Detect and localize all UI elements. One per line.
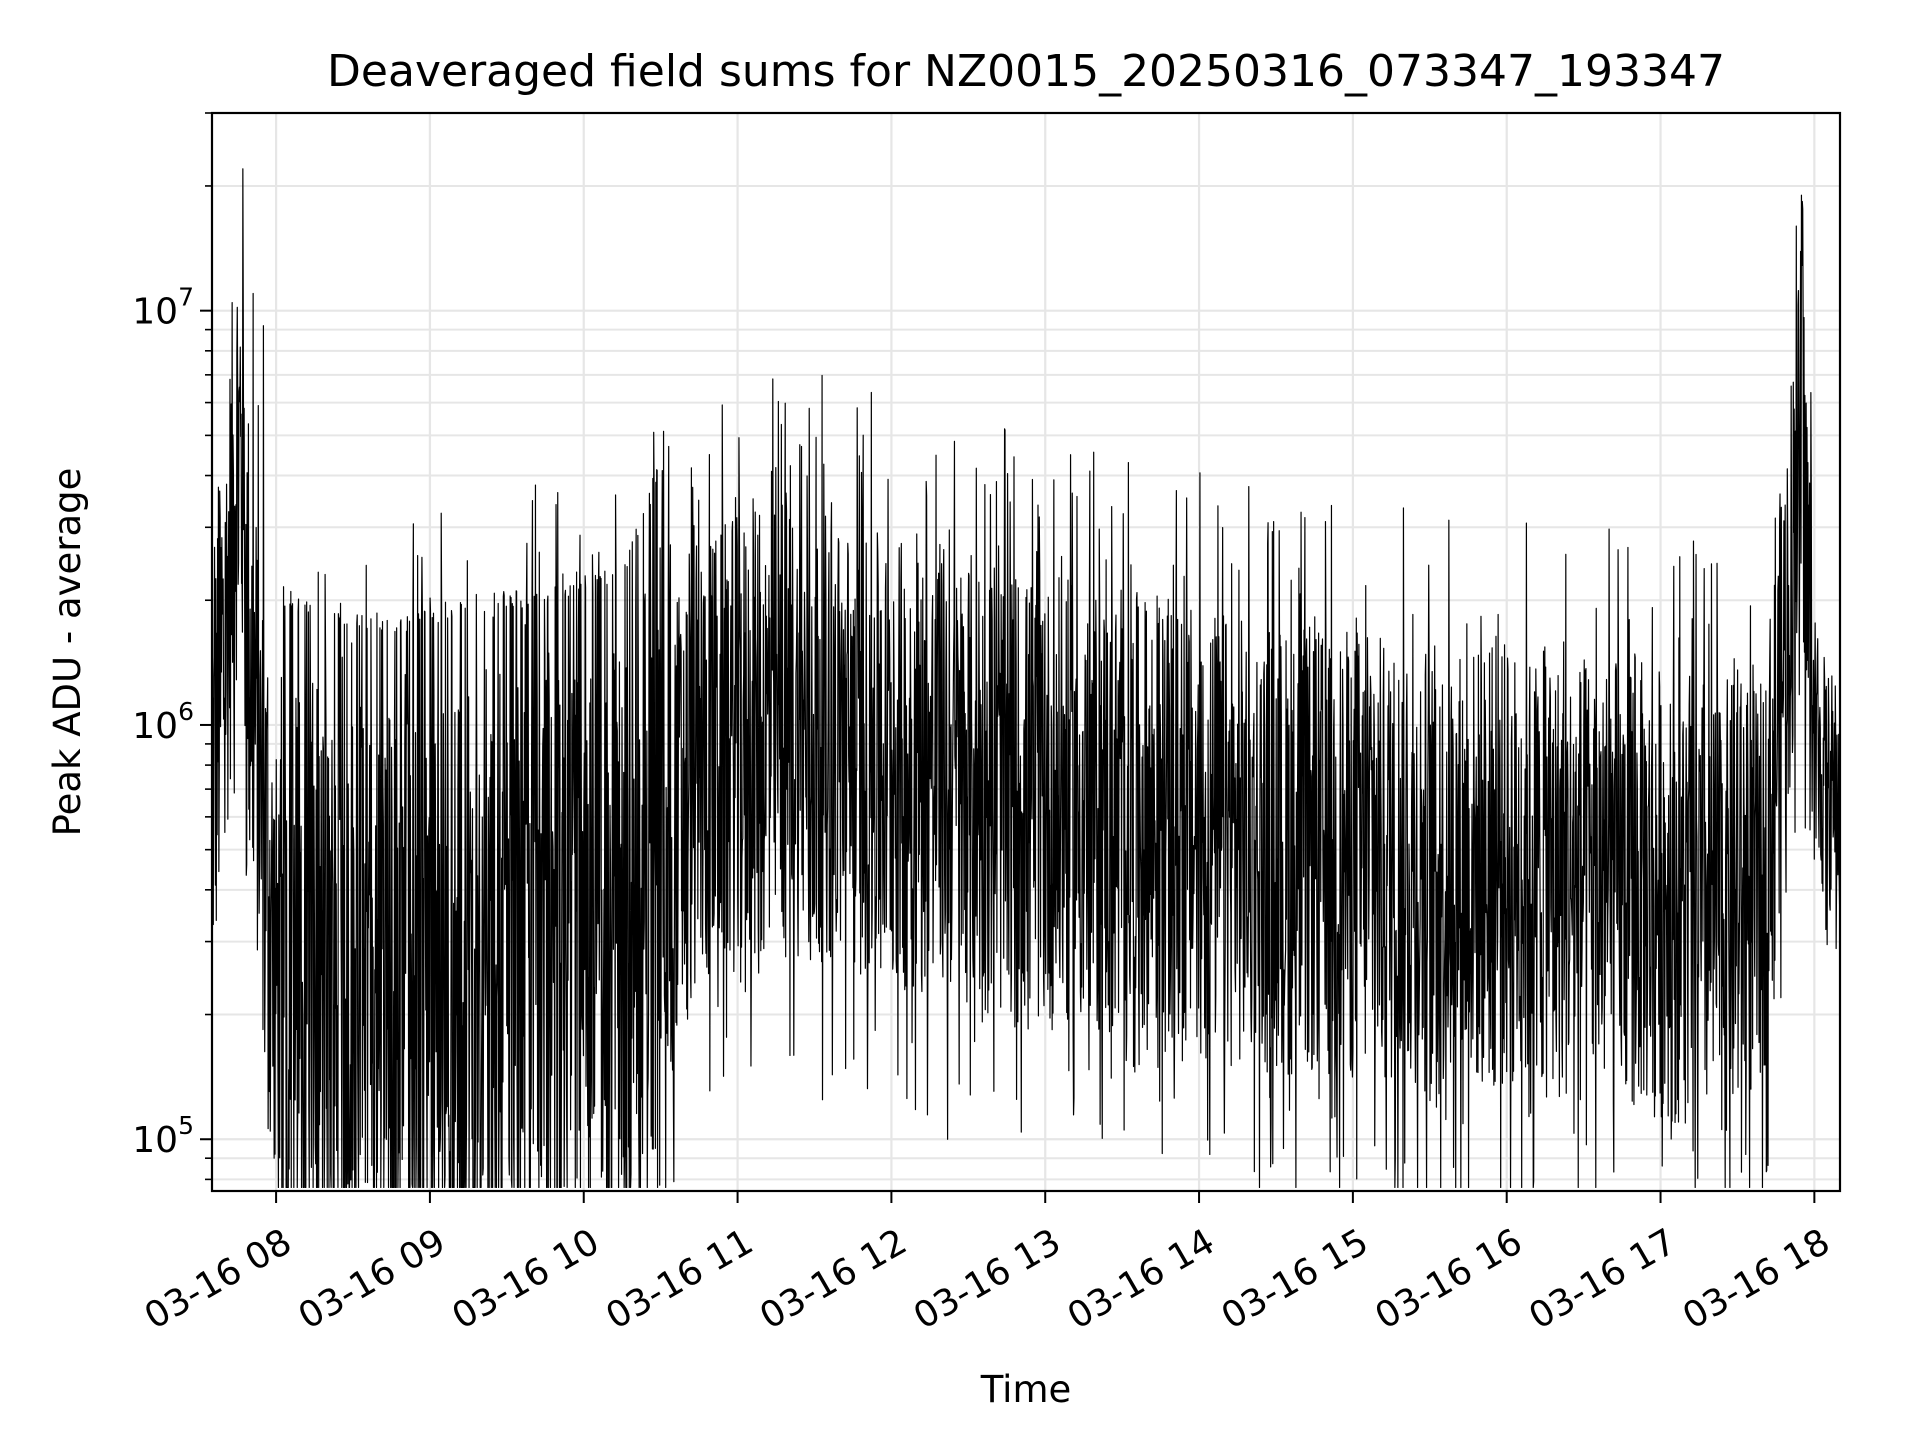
y-tick-label: 106	[132, 697, 194, 747]
plot-frame	[210, 111, 1842, 1193]
y-tick-label: 105	[132, 1111, 194, 1161]
y-tick-exponent: 5	[178, 1111, 194, 1140]
y-tick-base: 10	[132, 292, 178, 333]
y-tick-exponent: 7	[178, 283, 194, 312]
x-axis-label: Time	[980, 1368, 1072, 1411]
y-tick-label: 107	[132, 283, 194, 333]
y-tick-base: 10	[132, 706, 178, 747]
series-line	[211, 168, 1841, 1189]
y-axis-label: Peak ADU - average	[46, 468, 89, 837]
y-tick-base: 10	[132, 1120, 178, 1161]
y-tick-exponent: 6	[178, 697, 194, 726]
chart-title: Deaveraged field sums for NZ0015_2025031…	[327, 46, 1725, 97]
